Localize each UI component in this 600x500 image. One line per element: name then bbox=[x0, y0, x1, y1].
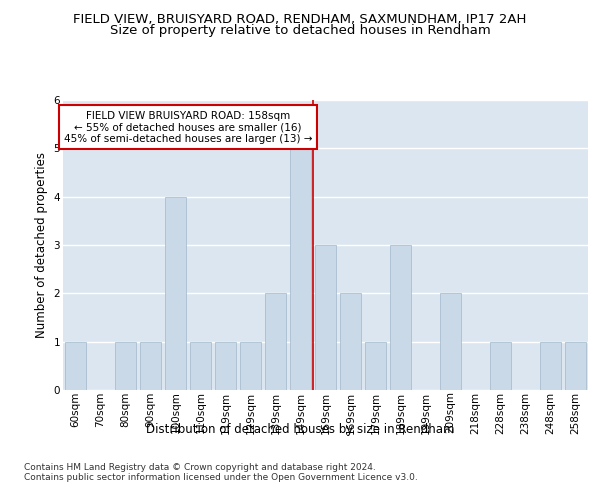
Bar bbox=[390, 245, 411, 390]
Bar bbox=[165, 196, 186, 390]
Bar bbox=[65, 342, 86, 390]
Bar bbox=[490, 342, 511, 390]
Bar bbox=[140, 342, 161, 390]
Bar bbox=[265, 294, 286, 390]
Bar bbox=[440, 294, 461, 390]
Bar bbox=[240, 342, 261, 390]
Bar bbox=[365, 342, 386, 390]
Bar bbox=[315, 245, 336, 390]
Bar bbox=[190, 342, 211, 390]
Bar bbox=[540, 342, 561, 390]
Bar bbox=[290, 148, 311, 390]
Bar bbox=[565, 342, 586, 390]
Bar bbox=[215, 342, 236, 390]
Y-axis label: Number of detached properties: Number of detached properties bbox=[35, 152, 48, 338]
Text: FIELD VIEW BRUISYARD ROAD: 158sqm
← 55% of detached houses are smaller (16)
45% : FIELD VIEW BRUISYARD ROAD: 158sqm ← 55% … bbox=[64, 110, 312, 144]
Bar bbox=[115, 342, 136, 390]
Bar bbox=[340, 294, 361, 390]
Text: Distribution of detached houses by size in Rendham: Distribution of detached houses by size … bbox=[146, 422, 454, 436]
Text: Contains HM Land Registry data © Crown copyright and database right 2024.
Contai: Contains HM Land Registry data © Crown c… bbox=[24, 462, 418, 482]
Text: FIELD VIEW, BRUISYARD ROAD, RENDHAM, SAXMUNDHAM, IP17 2AH: FIELD VIEW, BRUISYARD ROAD, RENDHAM, SAX… bbox=[73, 12, 527, 26]
Text: Size of property relative to detached houses in Rendham: Size of property relative to detached ho… bbox=[110, 24, 490, 37]
